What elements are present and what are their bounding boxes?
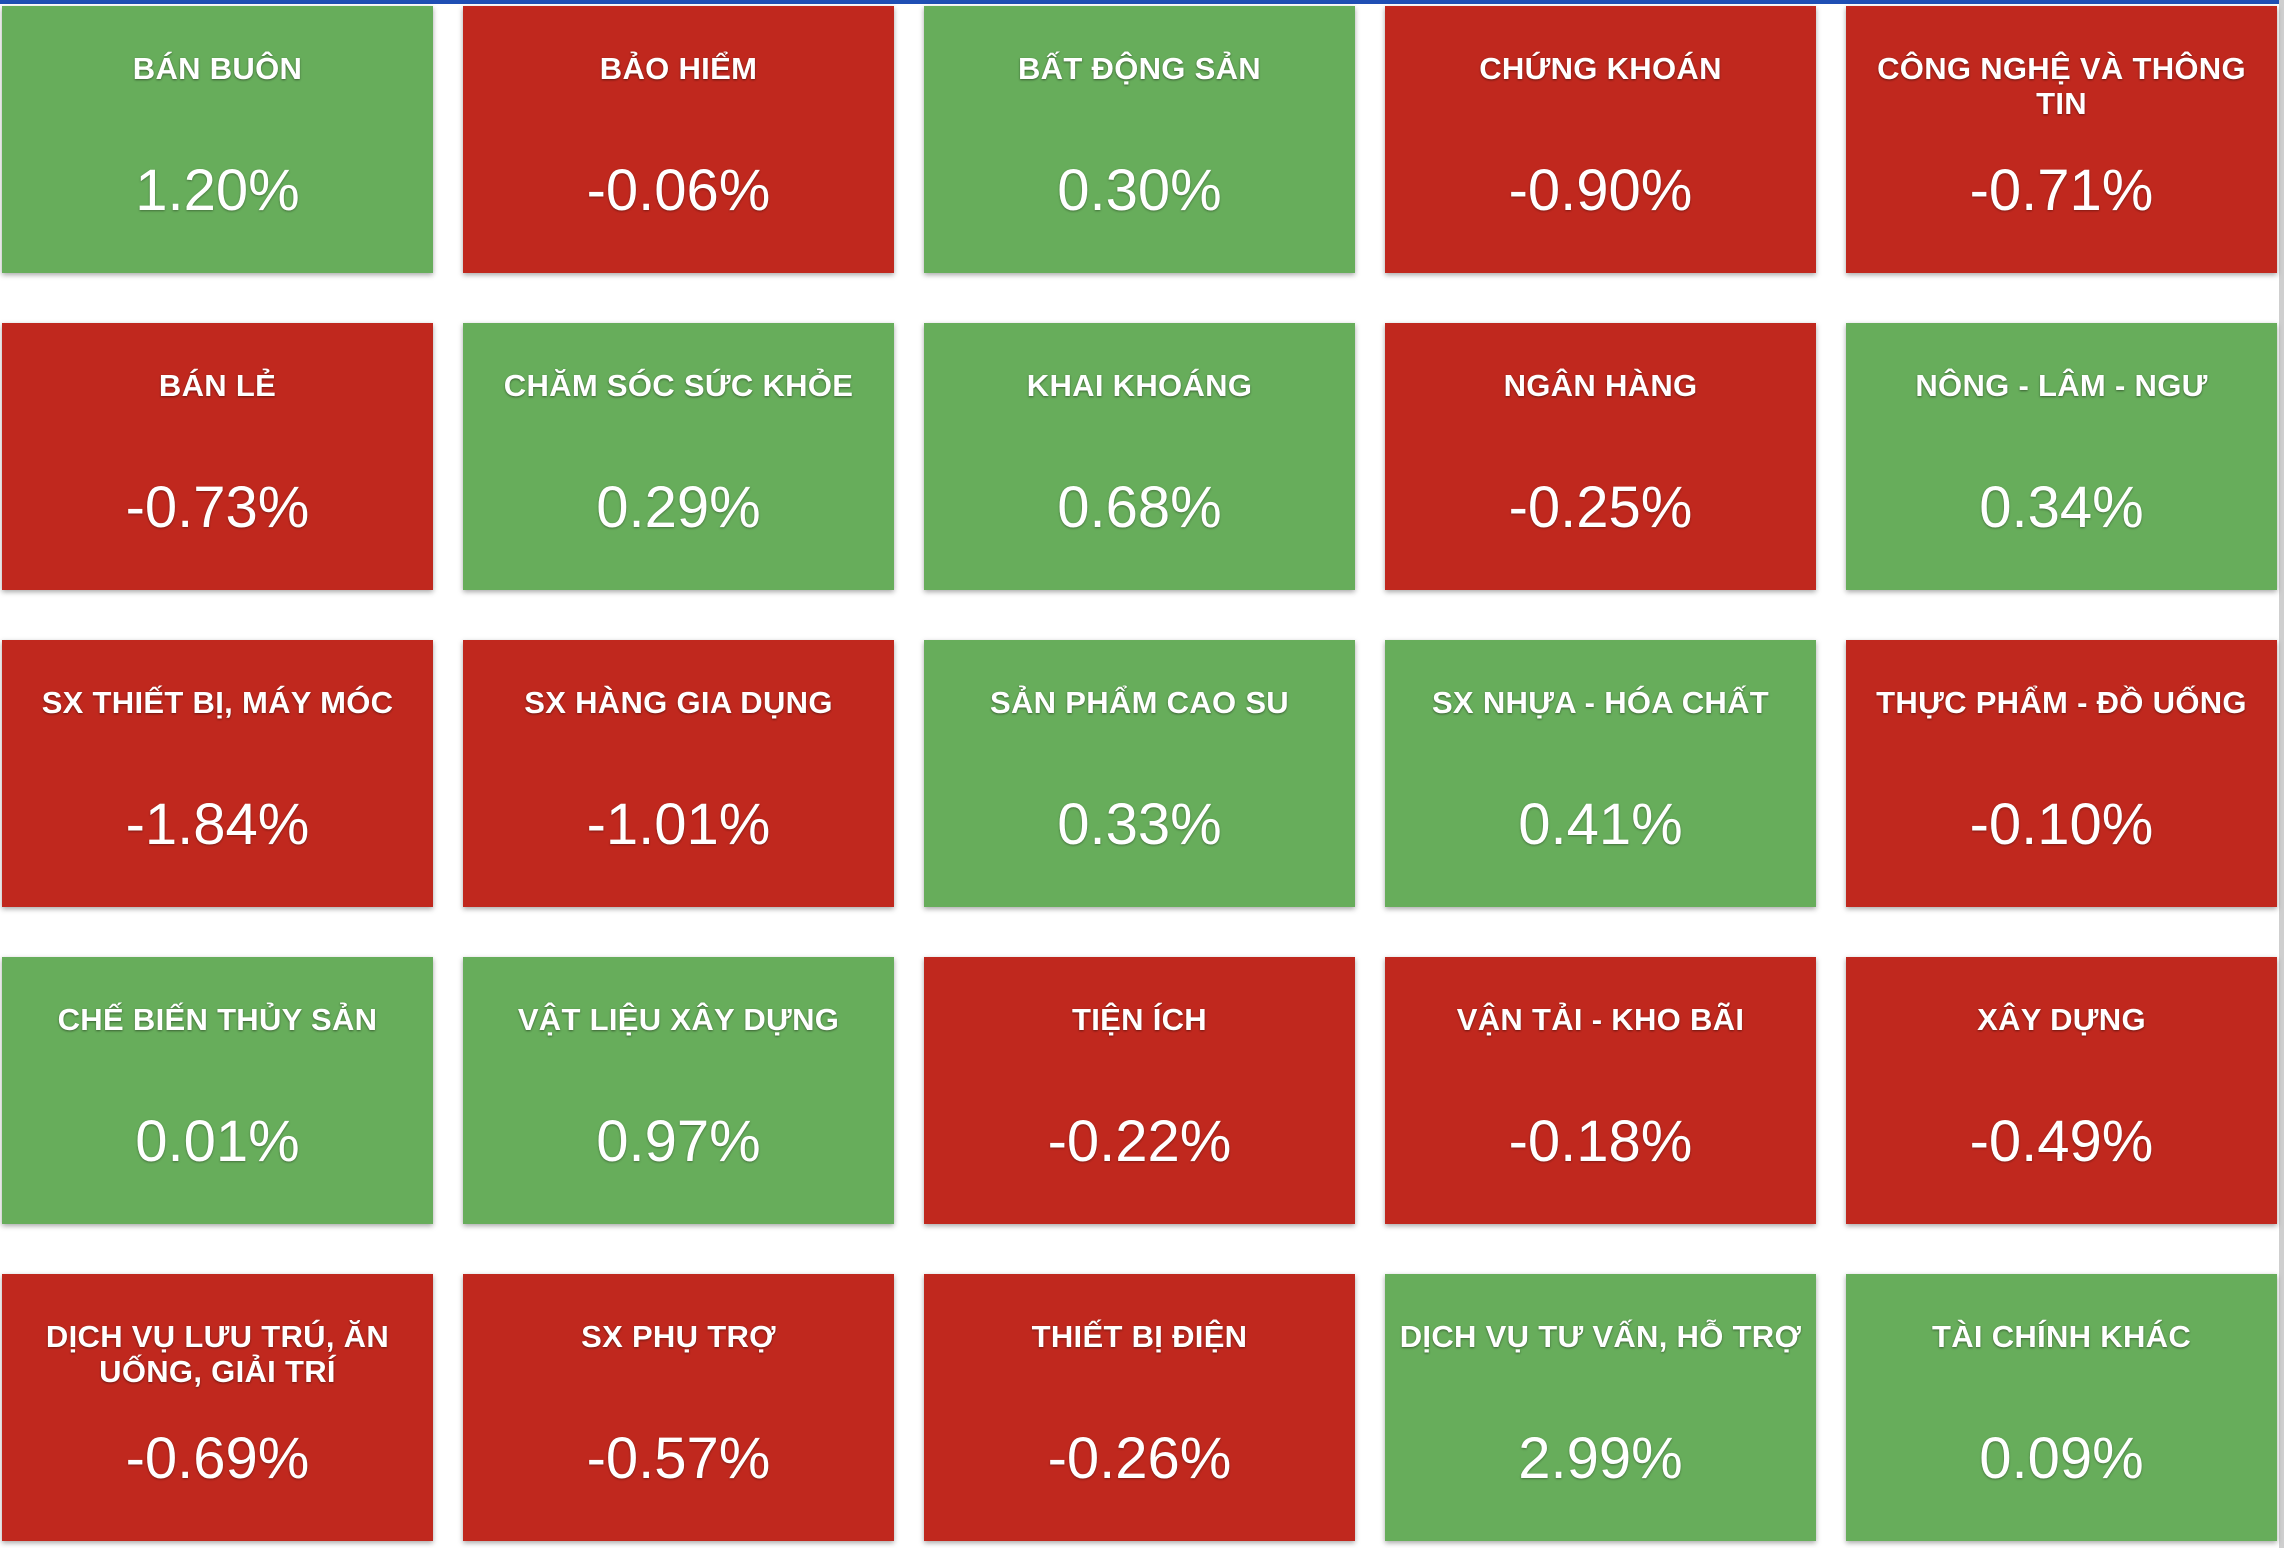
sector-tile[interactable]: DỊCH VỤ LƯU TRÚ, ĂN UỐNG, GIẢI TRÍ -0.69% [2,1274,433,1541]
sector-change-value: 0.97% [596,1109,761,1174]
sector-tile[interactable]: SX PHỤ TRỢ -0.57% [463,1274,894,1541]
sector-name: VẬT LIỆU XÂY DỰNG [517,1002,840,1037]
sector-tile[interactable]: THỰC PHẨM - ĐỒ UỐNG -0.10% [1846,640,2277,907]
sector-name: SX HÀNG GIA DỤNG [524,685,833,720]
sector-change-value: -0.69% [125,1426,310,1491]
sector-change-value: 0.30% [1057,158,1222,223]
sector-name: SX NHỰA - HÓA CHẤT [1431,685,1770,720]
sector-name: CHỨNG KHOÁN [1479,51,1722,86]
sector-name: BẢO HIỂM [599,51,758,86]
sector-tile[interactable]: SẢN PHẨM CAO SU 0.33% [924,640,1355,907]
sector-name: DỊCH VỤ LƯU TRÚ, ĂN UỐNG, GIẢI TRÍ [45,1319,390,1389]
sector-change-value: 0.29% [596,475,761,540]
sector-tile[interactable]: CHĂM SÓC SỨC KHỎE 0.29% [463,323,894,590]
sector-change-value: -0.57% [586,1426,771,1491]
sector-change-value: -0.90% [1508,158,1693,223]
sector-name: BẤT ĐỘNG SẢN [1018,51,1261,86]
sector-change-value: -0.18% [1508,1109,1693,1174]
sector-change-value: 0.01% [135,1109,300,1174]
sector-change-value: 0.33% [1057,792,1222,857]
sector-change-value: -0.25% [1508,475,1693,540]
sector-tile[interactable]: SX THIẾT BỊ, MÁY MÓC -1.84% [2,640,433,907]
sector-name: CÔNG NGHỆ VÀ THÔNG TIN [1877,51,2246,121]
sector-name: BÁN BUÔN [132,51,303,86]
sector-name: THIẾT BỊ ĐIỆN [1031,1319,1248,1354]
sector-change-value: 0.41% [1518,792,1683,857]
sector-name: SX THIẾT BỊ, MÁY MÓC [41,685,394,720]
sector-change-value: -0.49% [1969,1109,2154,1174]
sector-tile[interactable]: CÔNG NGHỆ VÀ THÔNG TIN -0.71% [1846,6,2277,273]
sector-change-value: 2.99% [1518,1426,1683,1491]
sector-change-value: 0.34% [1979,475,2144,540]
sector-name: VẬN TẢI - KHO BÃI [1456,1002,1745,1037]
sector-tile[interactable]: THIẾT BỊ ĐIỆN -0.26% [924,1274,1355,1541]
sector-tile[interactable]: BẢO HIỂM -0.06% [463,6,894,273]
sector-name: NGÂN HÀNG [1503,368,1698,403]
sector-name: XÂY DỰNG [1977,1002,2146,1037]
sector-tile[interactable]: CHẾ BIẾN THỦY SẢN 0.01% [2,957,433,1224]
sector-change-value: 0.09% [1979,1426,2144,1491]
sector-name: SX PHỤ TRỢ [581,1319,776,1354]
sector-change-value: -1.84% [125,792,310,857]
sector-name: NÔNG - LÂM - NGƯ [1915,368,2208,403]
sector-tile[interactable]: KHAI KHOÁNG 0.68% [924,323,1355,590]
sector-tile[interactable]: BÁN LẺ -0.73% [2,323,433,590]
sector-name: TÀI CHÍNH KHÁC [1931,1319,2192,1354]
sector-tile[interactable]: TIỆN ÍCH -0.22% [924,957,1355,1224]
sector-name: KHAI KHOÁNG [1026,368,1253,403]
sector-change-value: 0.68% [1057,475,1222,540]
sector-name: BÁN LẺ [158,368,277,403]
sector-name: CHĂM SÓC SỨC KHỎE [503,368,854,403]
sector-change-value: -0.73% [125,475,310,540]
sector-name: CHẾ BIẾN THỦY SẢN [57,1002,378,1037]
sector-name: SẢN PHẨM CAO SU [989,685,1289,720]
sector-tile[interactable]: VẬT LIỆU XÂY DỰNG 0.97% [463,957,894,1224]
sector-change-value: -0.71% [1969,158,2154,223]
sector-tile[interactable]: XÂY DỰNG -0.49% [1846,957,2277,1224]
sector-tile[interactable]: NÔNG - LÂM - NGƯ 0.34% [1846,323,2277,590]
sector-tile[interactable]: NGÂN HÀNG -0.25% [1385,323,1816,590]
sector-tile[interactable]: CHỨNG KHOÁN -0.90% [1385,6,1816,273]
sector-change-value: -0.26% [1047,1426,1232,1491]
sector-tile[interactable]: SX HÀNG GIA DỤNG -1.01% [463,640,894,907]
sector-change-value: -0.06% [586,158,771,223]
top-border-line [0,0,2284,4]
sector-tile[interactable]: BÁN BUÔN 1.20% [2,6,433,273]
sector-tile[interactable]: TÀI CHÍNH KHÁC 0.09% [1846,1274,2277,1541]
sector-change-value: 1.20% [135,158,300,223]
sector-change-value: -0.22% [1047,1109,1232,1174]
sector-tile[interactable]: VẬN TẢI - KHO BÃI -0.18% [1385,957,1816,1224]
sector-change-value: -0.10% [1969,792,2154,857]
sector-name: TIỆN ÍCH [1071,1002,1207,1037]
sector-change-value: -1.01% [586,792,771,857]
sector-tile[interactable]: SX NHỰA - HÓA CHẤT 0.41% [1385,640,1816,907]
sector-tile[interactable]: BẤT ĐỘNG SẢN 0.30% [924,6,1355,273]
sector-tile[interactable]: DỊCH VỤ TƯ VẤN, HỖ TRỢ 2.99% [1385,1274,1816,1541]
sector-name: DỊCH VỤ TƯ VẤN, HỖ TRỢ [1399,1319,1802,1354]
sector-heatmap-grid: BÁN BUÔN 1.20% BẢO HIỂM -0.06% BẤT ĐỘNG SẢN 0… [2,6,2278,1544]
right-scroll-edge [2279,0,2284,1548]
sector-name: THỰC PHẨM - ĐỒ UỐNG [1876,685,2247,720]
